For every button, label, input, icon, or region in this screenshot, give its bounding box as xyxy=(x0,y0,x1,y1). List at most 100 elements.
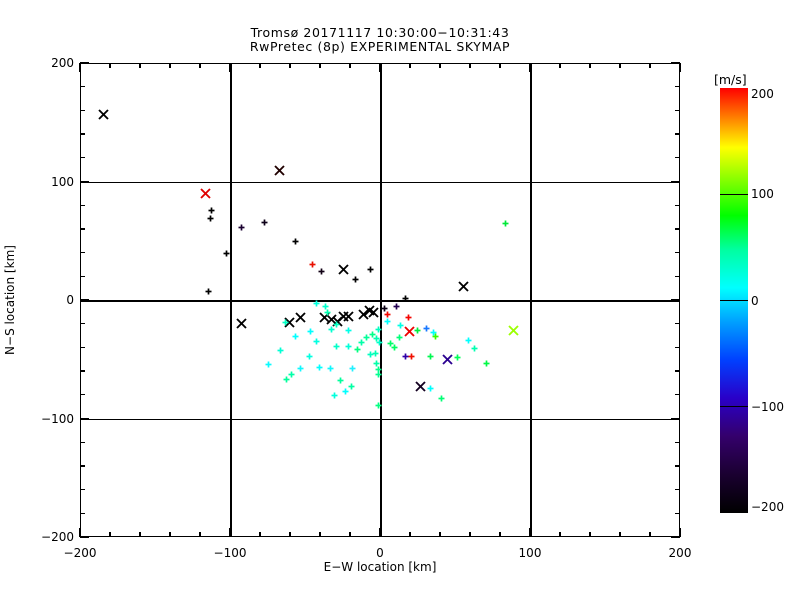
x-axis-tick xyxy=(589,63,591,68)
y-axis-tick xyxy=(80,536,89,538)
gridline-vertical xyxy=(380,64,382,536)
data-point-small-cross xyxy=(333,343,340,350)
x-axis-tick xyxy=(229,528,231,537)
data-point-large-x xyxy=(368,307,379,319)
x-axis-tick xyxy=(169,63,171,68)
y-axis-tick xyxy=(675,157,680,159)
data-point-small-cross xyxy=(405,314,412,321)
x-axis-tick xyxy=(289,532,291,537)
y-axis-label: N−S location [km] xyxy=(3,245,17,355)
x-tick-label: 0 xyxy=(376,546,384,560)
data-point-small-cross xyxy=(402,353,409,360)
y-axis-tick xyxy=(671,62,680,64)
data-point-small-cross xyxy=(430,329,437,336)
y-axis-tick xyxy=(675,441,680,443)
data-point-small-cross xyxy=(265,361,272,368)
y-axis-tick xyxy=(675,488,680,491)
x-axis-tick xyxy=(199,532,201,537)
x-axis-tick xyxy=(409,532,411,537)
y-tick-label: −200 xyxy=(41,530,74,544)
x-axis-tick xyxy=(619,63,621,68)
y-axis-tick xyxy=(675,465,680,467)
x-axis-tick xyxy=(529,63,531,72)
data-point-small-cross xyxy=(384,311,391,318)
x-axis-tick xyxy=(439,532,441,537)
y-tick-label: 200 xyxy=(51,56,74,70)
x-tick-label: 200 xyxy=(668,546,692,560)
data-point-large-x xyxy=(357,308,369,320)
data-point-small-cross xyxy=(309,261,316,268)
colorbar-tick xyxy=(720,193,748,195)
data-point-small-cross xyxy=(502,220,509,227)
colorbar-unit-label: [m/s] xyxy=(714,72,747,87)
data-point-small-cross xyxy=(432,333,439,340)
y-axis-tick xyxy=(671,180,680,183)
data-point-large-x xyxy=(342,311,354,322)
y-axis-tick xyxy=(675,204,680,206)
data-point-small-cross xyxy=(313,338,320,345)
data-point-small-cross xyxy=(384,318,391,325)
data-point-small-cross xyxy=(324,309,331,316)
y-axis-tick xyxy=(675,228,680,230)
plot-area xyxy=(80,63,680,537)
x-axis-tick xyxy=(349,63,351,68)
data-point-small-cross xyxy=(322,303,329,310)
y-axis-tick xyxy=(80,86,85,88)
data-point-small-cross xyxy=(348,383,355,390)
data-point-small-cross xyxy=(238,224,245,231)
y-axis-tick xyxy=(675,394,680,396)
x-axis-tick xyxy=(199,63,201,68)
data-point-small-cross xyxy=(373,360,380,367)
plot-canvas xyxy=(81,64,679,536)
y-axis-tick xyxy=(80,157,85,159)
gridline-vertical xyxy=(230,64,232,536)
x-axis-tick xyxy=(349,532,351,537)
data-point-small-cross xyxy=(342,388,349,395)
x-axis-tick xyxy=(649,63,651,68)
colorbar-tick-label: 100 xyxy=(751,187,774,202)
x-tick-label: 100 xyxy=(518,546,542,560)
data-point-large-x xyxy=(236,318,247,329)
data-point-small-cross xyxy=(352,276,359,283)
data-point-small-cross xyxy=(277,347,284,354)
data-point-small-cross xyxy=(327,365,334,372)
data-point-large-x xyxy=(404,326,415,337)
y-axis-tick xyxy=(80,370,85,372)
x-axis-tick xyxy=(649,532,651,537)
data-point-small-cross xyxy=(414,327,421,334)
data-point-small-cross xyxy=(471,345,478,352)
data-point-large-x xyxy=(458,281,469,292)
data-point-small-cross xyxy=(318,268,325,275)
data-point-small-cross xyxy=(438,395,445,402)
data-point-small-cross xyxy=(223,250,230,257)
data-point-large-x xyxy=(294,312,306,323)
colorbar-tick-label: −200 xyxy=(751,500,784,514)
data-point-small-cross xyxy=(373,335,380,342)
data-point-large-x xyxy=(273,165,285,176)
data-point-small-cross xyxy=(283,376,290,383)
x-axis-tick xyxy=(109,532,111,537)
data-point-small-cross xyxy=(393,303,400,310)
x-axis-tick xyxy=(109,63,111,68)
data-point-small-cross xyxy=(297,365,304,372)
y-axis-tick xyxy=(671,417,680,420)
data-point-large-x xyxy=(363,305,375,316)
y-axis-tick xyxy=(675,275,680,277)
data-point-small-cross xyxy=(465,337,472,344)
data-point-small-cross xyxy=(397,322,404,329)
y-axis-tick xyxy=(675,109,680,112)
y-axis-tick xyxy=(80,109,85,112)
x-tick-label: −200 xyxy=(63,546,97,560)
data-point-small-cross xyxy=(358,339,365,346)
colorbar-tick xyxy=(720,406,748,408)
data-point-small-cross xyxy=(307,328,314,335)
x-axis-tick xyxy=(679,63,681,72)
data-point-small-cross xyxy=(349,365,356,372)
y-axis-tick xyxy=(80,251,85,254)
data-point-small-cross xyxy=(282,319,289,326)
y-axis-tick xyxy=(80,204,85,206)
x-axis-tick xyxy=(469,532,471,537)
y-axis-tick xyxy=(80,323,85,325)
plot-title: Tromsø 20171117 10:30:00−10:31:43 RwPret… xyxy=(0,26,760,54)
